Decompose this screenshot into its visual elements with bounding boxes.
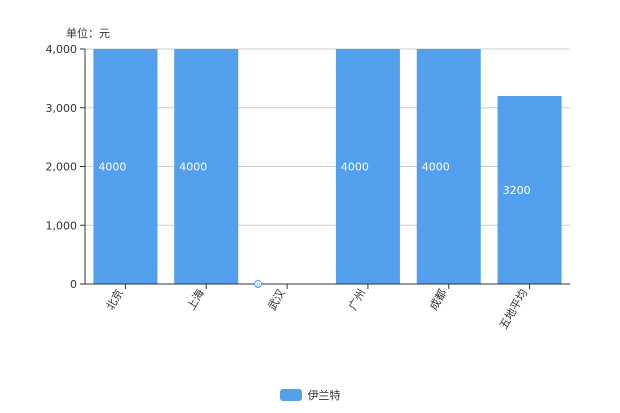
zero-marker-label: 0 [256,282,260,289]
legend-swatch[interactable] [279,389,302,401]
data-label: 4000 [422,161,450,174]
y-tick-label: 3,000 [46,102,78,115]
bar [174,49,239,284]
legend[interactable]: 伊兰特 [0,387,620,403]
data-label: 4000 [179,161,207,174]
data-label: 3200 [503,184,531,197]
data-label: 4000 [341,161,369,174]
x-tick-label: 北京 [103,287,126,313]
y-tick-label: 2,000 [46,161,78,174]
data-labels: 4000 4000 0 4000 4000 3200 [98,161,530,290]
unit-label: 单位：元 [66,27,110,40]
bar [93,49,158,284]
legend-label[interactable]: 伊兰特 [307,389,341,402]
zero-marker [254,280,263,288]
x-tick-label: 五地平均 [497,287,530,332]
x-tick-label: 上海 [184,287,207,313]
gridlines [85,48,570,226]
x-tick-label: 武汉 [265,287,287,313]
x-tick-label: 广州 [346,287,368,313]
data-label: 4000 [98,161,126,174]
bars [93,49,562,284]
bar [416,49,481,284]
y-tick-label: 1,000 [46,219,78,232]
bar [497,96,562,284]
bar [335,49,400,284]
x-tick-label: 成都 [427,287,449,313]
y-tick-label: 0 [70,278,77,291]
data-label-zero: 0 [254,280,263,289]
y-tick-label: 4,000 [46,43,78,56]
